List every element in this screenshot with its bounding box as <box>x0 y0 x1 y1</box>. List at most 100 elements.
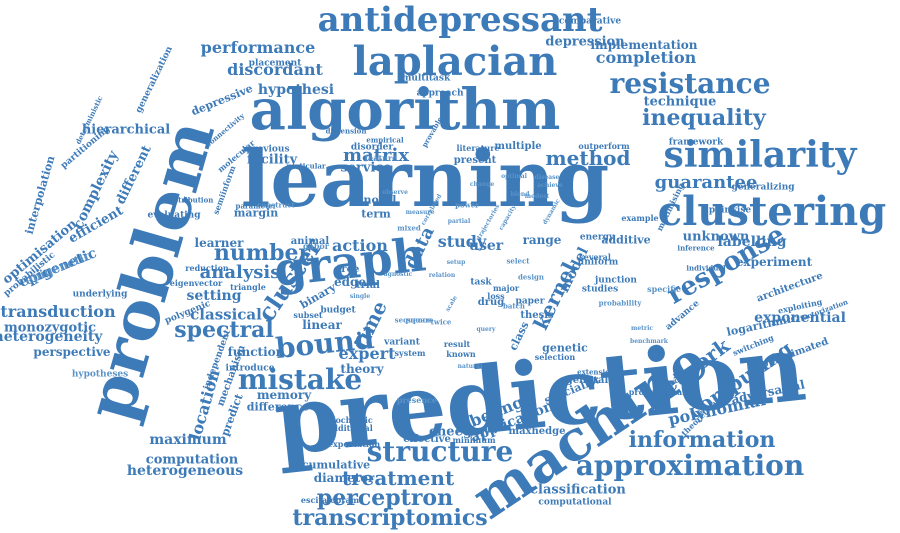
word-w25: treatment <box>341 466 455 490</box>
word-w48: classification <box>530 482 626 498</box>
word-w124: energy <box>579 232 615 243</box>
word-w178: selection <box>534 352 576 362</box>
word-w33: performance <box>200 38 316 57</box>
word-w45: setting <box>186 288 242 304</box>
word-w212: benchmark <box>630 338 668 345</box>
word-w152: sequence <box>394 315 432 325</box>
word-w160: dimension <box>325 126 367 136</box>
word-w65: service <box>340 160 392 176</box>
word-w170: specific <box>647 284 681 294</box>
word-w205: agnostic <box>383 271 413 278</box>
word-w20: inequality <box>642 105 766 131</box>
word-w02: learning <box>240 134 610 225</box>
word-w13: mistake <box>237 363 363 396</box>
word-w79: learner <box>194 236 244 250</box>
word-w167: parameter <box>235 201 277 211</box>
word-w146: additional <box>327 423 373 433</box>
word-w122: uniform <box>577 257 619 268</box>
word-w166: previous <box>246 144 290 155</box>
word-w186: design <box>518 272 544 282</box>
word-w55: exponential <box>754 310 846 326</box>
word-w153: drug <box>477 297 505 308</box>
word-w125: generalizing <box>731 182 795 193</box>
word-w17: transcriptomics <box>292 505 488 531</box>
word-w64: facility <box>246 152 298 168</box>
word-w151: variant <box>384 337 420 348</box>
word-w73: memory <box>256 388 312 402</box>
word-w188: natural <box>457 363 483 370</box>
word-w12: approximation <box>575 449 805 482</box>
word-w184: probability <box>598 298 642 308</box>
word-w141: proportional <box>628 387 686 397</box>
word-w80: cumulative <box>301 458 371 472</box>
word-w89: interpolation <box>22 154 58 236</box>
word-w102: placement <box>248 58 302 69</box>
word-w105: trial <box>356 280 380 291</box>
word-w179: extension <box>577 367 615 377</box>
word-w190: change <box>469 181 495 188</box>
word-w204: relation <box>428 272 456 279</box>
word-w60: implementation <box>590 38 698 52</box>
word-w110: thesis <box>520 310 554 321</box>
word-w24: number <box>213 240 311 266</box>
word-w18: information <box>628 427 776 453</box>
word-w206: setup <box>446 259 466 266</box>
word-w22: method <box>545 146 631 170</box>
word-w113: multitask <box>401 73 451 84</box>
word-w144: minimum <box>452 435 496 445</box>
word-w154: task <box>470 277 492 288</box>
word-w120: maxhedge <box>508 426 566 437</box>
word-w119: outperform <box>578 141 630 151</box>
word-w123: junction <box>595 275 637 286</box>
word-w145: stochastic <box>327 415 373 425</box>
word-w121: general <box>565 375 609 386</box>
word-w132: studies <box>581 284 619 295</box>
word-w31: transduction <box>0 302 116 321</box>
word-w93: effective <box>403 434 451 445</box>
word-w180: gabor <box>303 241 329 251</box>
word-w208: optimal <box>501 173 527 180</box>
word-w57: computation <box>145 452 239 468</box>
word-w10: antidepressant <box>317 0 603 40</box>
word-w126: pairwise <box>708 205 752 216</box>
word-w71: experiment <box>735 255 813 269</box>
word-w114: approach <box>416 88 464 99</box>
word-w128: evaluating <box>147 210 201 221</box>
word-w202: disease <box>534 174 560 181</box>
word-w195: observe <box>382 189 408 196</box>
word-w07: clustering <box>657 188 887 235</box>
word-w176: inference <box>677 243 715 253</box>
word-w185: square <box>406 315 434 325</box>
word-w192: mixed <box>397 223 421 233</box>
word-w112: present <box>453 155 497 166</box>
word-w191: twice <box>430 317 452 327</box>
word-w70: unknown <box>682 229 750 245</box>
word-w19: perceptron <box>316 485 454 511</box>
word-w157: select <box>506 256 530 266</box>
word-w209: query <box>476 326 496 333</box>
word-w142: escitalopram <box>300 495 360 505</box>
word-w54: classical <box>190 305 262 324</box>
word-w118: literature <box>456 143 500 153</box>
word-w156: major <box>492 283 520 293</box>
word-w44: heterogeneity <box>0 329 103 345</box>
word-w129: margin <box>233 206 279 220</box>
word-w78: linear <box>302 318 342 332</box>
word-w09: similarity <box>663 134 857 176</box>
word-w32: completion <box>595 48 697 67</box>
word-w135: triangle <box>230 282 266 292</box>
word-w203: partial <box>447 218 471 225</box>
word-w148: system <box>394 348 426 358</box>
word-w133: underlying <box>72 289 128 300</box>
word-w196: measure <box>405 209 435 216</box>
word-w51: action <box>332 236 388 255</box>
word-w181: subset <box>293 310 323 320</box>
word-w103: novel <box>363 193 397 207</box>
word-w21: spectral <box>174 317 274 343</box>
word-w130: animal <box>290 236 330 247</box>
word-w67: diameter <box>313 471 375 485</box>
word-w117: multiple <box>494 141 542 152</box>
word-w108: budget <box>320 305 356 316</box>
word-w115: disorder <box>350 142 394 153</box>
word-w138: introduce <box>225 363 275 374</box>
